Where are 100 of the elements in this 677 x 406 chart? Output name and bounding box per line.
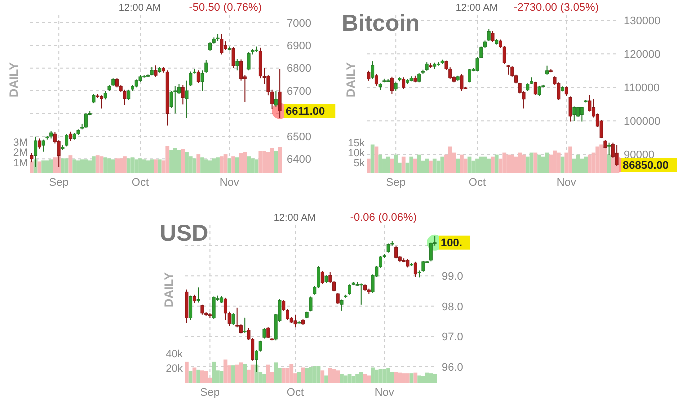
bar (170, 150, 174, 173)
x-tick-label: Sep (386, 177, 406, 189)
bar (541, 156, 546, 173)
bar (332, 369, 336, 383)
candlestick (402, 77, 406, 90)
bar (472, 160, 476, 173)
text: -0.06 (0.06%) (350, 212, 417, 224)
bar (192, 158, 197, 173)
bar (239, 362, 244, 383)
candlestick (236, 58, 240, 72)
text: 12:00 AM (456, 3, 498, 14)
bar (378, 369, 383, 383)
bar (232, 366, 236, 383)
text: 100. (441, 238, 462, 250)
bar (266, 364, 270, 383)
bar (258, 151, 263, 173)
bar (38, 162, 42, 173)
bar (119, 158, 124, 173)
bar (68, 156, 73, 173)
bar (414, 158, 418, 173)
bar (173, 148, 178, 173)
bar (177, 150, 182, 173)
bar (84, 160, 88, 173)
bar (126, 158, 131, 173)
bar (290, 364, 294, 383)
bar (208, 160, 212, 173)
y-tick-label: 120000 (624, 49, 661, 62)
candlestick (84, 112, 88, 130)
candlestick (208, 42, 212, 52)
bar (216, 158, 220, 173)
bar (49, 160, 54, 173)
bar (344, 376, 348, 383)
bar (514, 156, 518, 173)
bar (370, 144, 375, 173)
candlestick (374, 74, 378, 86)
candlestick (189, 295, 193, 321)
candlestick (320, 270, 324, 285)
bar (328, 368, 332, 383)
bar (526, 156, 530, 173)
bar (538, 154, 542, 173)
text: 6611.00 (286, 106, 326, 118)
bar (111, 160, 116, 173)
bar (367, 376, 372, 383)
y-tick-label: 100000 (624, 116, 661, 128)
candlestick (262, 328, 266, 340)
bar (410, 156, 414, 173)
bar (262, 374, 266, 383)
bar (534, 152, 538, 173)
bar (378, 154, 383, 173)
candlestick (414, 261, 418, 278)
x-tick-label: Oct (286, 387, 304, 399)
chart-title: USD (160, 220, 209, 246)
bar (154, 160, 158, 173)
bar (142, 160, 146, 173)
bar (417, 154, 422, 173)
bar (297, 372, 302, 383)
candlestick (564, 86, 568, 97)
bar (130, 158, 135, 173)
candlestick (123, 89, 127, 106)
bar (502, 152, 507, 173)
candlestick (196, 287, 200, 304)
candlestick (418, 72, 422, 84)
bar (340, 374, 344, 383)
bar (483, 156, 488, 173)
y-tick-label: 99.0 (442, 271, 464, 284)
bar (188, 371, 193, 383)
bar (320, 370, 325, 383)
bar (72, 160, 77, 173)
bar (30, 162, 34, 173)
x-tick-label: Nov (374, 387, 395, 399)
bar (414, 372, 418, 383)
y-tick-label: 98.0 (442, 301, 464, 314)
candlestick (394, 246, 398, 260)
bar (440, 156, 445, 173)
bar (64, 158, 69, 173)
bar (92, 156, 96, 173)
candlestick (181, 84, 185, 106)
bar (390, 372, 394, 383)
bar (312, 366, 317, 383)
text: 12:00 AM (118, 3, 162, 14)
candlestick (309, 296, 313, 312)
bar (204, 160, 208, 173)
bar (228, 158, 232, 173)
bar (100, 156, 104, 173)
candlestick (506, 64, 510, 76)
bar (254, 160, 259, 173)
x-tick-label: Nov (220, 177, 240, 189)
x-tick-label: Oct (468, 177, 486, 189)
candlestick (278, 68, 282, 119)
bar (421, 376, 426, 383)
bar (305, 368, 310, 383)
candlestick (38, 138, 42, 150)
candlestick (243, 317, 247, 334)
bar (250, 158, 255, 173)
candlestick (212, 296, 216, 320)
bar (200, 370, 204, 383)
bar (410, 374, 414, 383)
y-tick-label: 6400 (287, 154, 312, 166)
bar (158, 160, 162, 173)
candlestick (247, 52, 251, 72)
